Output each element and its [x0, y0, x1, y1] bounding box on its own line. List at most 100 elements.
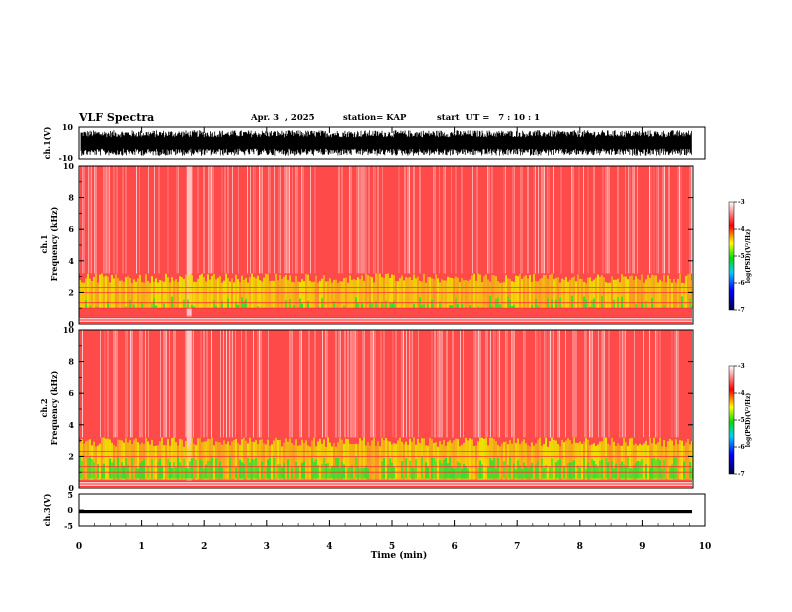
- spec1-streak: [544, 166, 545, 274]
- spec2-band: [477, 441, 479, 481]
- spec1-band: [513, 282, 515, 309]
- time-tick-label: 8: [577, 542, 583, 552]
- spec2-band: [417, 439, 419, 481]
- spec2-band: [467, 440, 469, 481]
- spec2-band: [223, 440, 225, 481]
- spec2-streak: [259, 330, 260, 438]
- spec2-streak: [440, 330, 442, 438]
- spec2-streak: [347, 330, 349, 438]
- spec1-streak: [197, 166, 199, 274]
- spec2-streak: [550, 330, 551, 438]
- ch2-spectrogram-ylabel-frequency: Frequency (kHz): [49, 370, 59, 445]
- spec2-streak: [370, 330, 371, 438]
- spec1-band: [375, 273, 377, 309]
- spec2-green: [335, 457, 337, 479]
- spec1-gap: [186, 166, 192, 324]
- spec1-streak: [572, 166, 574, 274]
- spec2-green: [593, 460, 595, 479]
- spec1-streak: [602, 166, 604, 274]
- spec2-green: [291, 467, 293, 479]
- spec1-band: [593, 279, 595, 309]
- spec1-streak: [587, 166, 589, 274]
- ch1-colorbar-label: log(PSD)(V²/Hz): [745, 229, 752, 284]
- spec2-streak: [575, 330, 577, 438]
- spec2-band: [679, 440, 681, 481]
- spec1-band: [591, 281, 593, 309]
- spec1-streak: [605, 166, 607, 274]
- spec1-streak: [637, 166, 638, 274]
- ch3-ytick-top: 5: [67, 490, 73, 500]
- spec1-streak: [608, 166, 610, 274]
- spec2-band: [387, 440, 389, 481]
- spec1-band: [615, 279, 617, 309]
- spec2-band: [677, 444, 679, 481]
- spec2-green: [597, 467, 599, 479]
- spec2-streak: [203, 330, 205, 438]
- spec2-green: [89, 456, 91, 479]
- spec2-band: [297, 445, 299, 481]
- spec1-band: [525, 275, 527, 309]
- spec2-streak: [406, 330, 407, 438]
- spec2-streak: [308, 330, 310, 438]
- spec1-green: [257, 306, 259, 309]
- spec1-green: [481, 307, 483, 309]
- spec2-green: [175, 467, 177, 479]
- spec2-green: [691, 468, 693, 479]
- spec1-band: [657, 282, 659, 309]
- spec1-green: [389, 302, 391, 309]
- spec2-green: [205, 464, 207, 479]
- spec2-band: [329, 442, 331, 481]
- spec2-streak: [353, 330, 355, 438]
- spec1-band: [255, 278, 257, 309]
- spec1-band: [423, 273, 425, 309]
- spec1-streak: [350, 166, 352, 274]
- spec2-band: [545, 437, 547, 481]
- time-tick-label: 3: [264, 542, 270, 552]
- spec2-band: [381, 437, 383, 481]
- spec1-band: [651, 274, 653, 309]
- spec2-green: [191, 458, 193, 479]
- spec1-streak: [505, 166, 506, 274]
- spec1-band: [401, 275, 403, 309]
- spec1-green: [151, 303, 153, 309]
- spec2-green: [541, 458, 543, 479]
- spec2-green: [573, 460, 575, 479]
- spec2-green: [527, 468, 529, 479]
- spec2-green: [489, 457, 491, 479]
- spec2-streak: [350, 330, 352, 438]
- spec2-green: [143, 459, 145, 479]
- spec2-green: [391, 462, 393, 479]
- spec2-green: [637, 460, 639, 479]
- spec1-green: [601, 296, 603, 309]
- spec2-green: [535, 464, 537, 479]
- spec1-streak: [262, 166, 263, 274]
- spec1-green: [85, 300, 87, 309]
- ticks1-label: 8: [68, 193, 74, 203]
- spec1-band: [387, 273, 389, 309]
- spec2-green: [157, 461, 159, 479]
- spec2-streak: [446, 330, 448, 438]
- spec2-band: [561, 440, 563, 481]
- spec2-band: [629, 438, 631, 481]
- spec2-streak: [602, 330, 604, 438]
- spec2-streak: [113, 330, 115, 438]
- spec1-streak: [632, 166, 634, 274]
- ch1-colorbar: [728, 201, 735, 311]
- spec2-band: [171, 437, 173, 481]
- spec1-band: [207, 274, 209, 309]
- spec1-band: [549, 274, 551, 309]
- spec1-streak: [83, 166, 85, 274]
- spec2-streak: [245, 330, 247, 438]
- spec2-band: [155, 445, 157, 481]
- spec1-band: [667, 275, 669, 309]
- spec1-band: [631, 275, 633, 309]
- spec1-green: [627, 307, 629, 309]
- ch1-spectrogram-ylabel-channel: ch.1: [39, 234, 49, 253]
- spec1-green: [509, 299, 511, 309]
- spec2-streak: [392, 330, 394, 438]
- spec2-streak: [223, 330, 224, 438]
- spec1-band: [175, 279, 177, 309]
- spec1-green: [513, 304, 515, 309]
- spec1-green: [645, 301, 647, 309]
- spec2-band: [505, 441, 507, 481]
